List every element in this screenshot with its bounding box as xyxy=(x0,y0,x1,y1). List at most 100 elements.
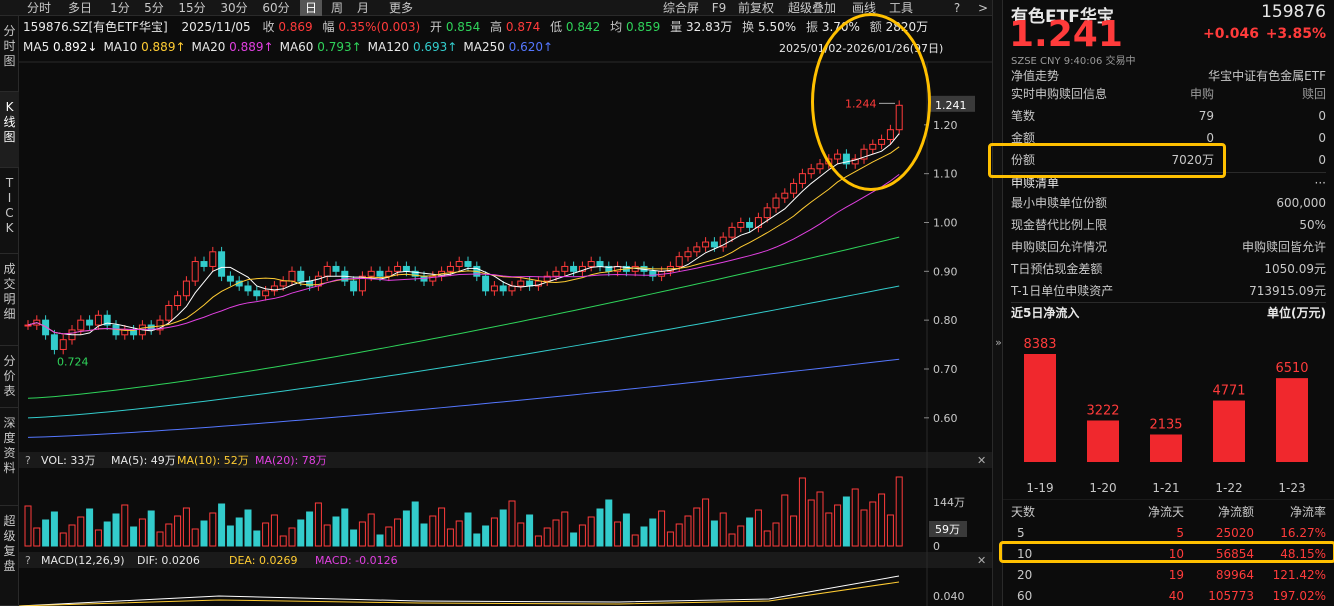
flow-table-header: 天数 净流天 净流额 净流率 xyxy=(1011,505,1326,519)
flow-category-0: 1-19 xyxy=(1026,481,1053,495)
sub-row-0: 笔数 79 0 xyxy=(1011,109,1326,123)
chg-label: 幅 xyxy=(322,20,335,34)
flow-category-3: 1-22 xyxy=(1215,481,1242,495)
macd-label: MACD(12,26,9) xyxy=(41,554,125,567)
red-col: 赎回 xyxy=(1301,87,1326,101)
list-row-3: T日预估现金差额 1050.09元 xyxy=(1011,262,1326,276)
price-tick-3: 0.90 xyxy=(933,265,958,278)
code-name: 159876.SZ[有色ETF华宝] xyxy=(23,20,168,34)
period-tab-4[interactable]: 15分 xyxy=(178,1,206,15)
sub-col: 申购 xyxy=(1189,87,1214,101)
sub-header: 实时申购赎回信息 申购 赎回 xyxy=(1011,84,1326,104)
list-row-1: 现金替代比例上限 50% xyxy=(1011,218,1326,232)
kline-chart[interactable]: 1.201.101.000.900.800.700.601.2411.2440.… xyxy=(19,16,992,606)
quote-date: 2025/11/05 xyxy=(181,20,251,34)
next-icon[interactable]: > xyxy=(977,1,989,15)
avg-label: 均 xyxy=(610,20,623,34)
amp-label: 振 xyxy=(805,20,818,34)
flow-row-1: 10 10 56854 48.15% xyxy=(1017,547,1326,561)
price-tick-5: 0.70 xyxy=(933,363,958,376)
flow-title: 近5日净流入 xyxy=(1011,306,1080,320)
panel-collapse-bar[interactable]: » xyxy=(992,0,1003,606)
flow-bar-0 xyxy=(1024,354,1056,462)
period-tab-9[interactable]: 月 xyxy=(356,1,369,15)
turnover-value: 5.50% xyxy=(758,20,797,34)
flow-row-2: 20 19 89964 121.42% xyxy=(1017,568,1326,582)
close-label: 收 xyxy=(262,20,275,34)
close-value: 0.869 xyxy=(278,20,313,34)
period-toolbar: 分时 多日 1分 5分 15分 30分 60分日周月 更多 综合屏 F9 前复权 超级叠加 画线 工具? > xyxy=(0,0,992,16)
exchange-meta: SZSE CNY 9:40:06 交易中 xyxy=(1011,56,1136,67)
period-tab-2[interactable]: 1分 xyxy=(110,1,130,15)
ma-legend-ma20: MA20 0.889↑ xyxy=(191,40,274,54)
toolbar-btn-0[interactable]: 综合屏 xyxy=(662,1,699,15)
open-label: 开 xyxy=(430,20,443,34)
flow-bar-3 xyxy=(1213,400,1245,462)
list-row-0: 最小申赎单位份额 600,000 xyxy=(1011,196,1326,210)
turnover-label: 换 xyxy=(742,20,755,34)
ma-legend-ma5: MA5 0.892↓ xyxy=(23,40,98,54)
open-value: 0.854 xyxy=(445,20,481,34)
high-value: 0.874 xyxy=(505,20,541,34)
chg-value: 0.35%(0.003) xyxy=(338,20,421,34)
period-tab-1[interactable]: 多日 xyxy=(67,1,92,15)
vol-header-bar xyxy=(19,452,992,468)
price-pct: +3.85% xyxy=(1265,26,1326,42)
macd-value: MACD: -0.0126 xyxy=(315,554,398,567)
period-tab-0[interactable]: 分时 xyxy=(26,1,51,15)
macd-tick: 0.040 xyxy=(933,590,965,603)
flow-bar-4 xyxy=(1276,378,1308,462)
toolbar-btn-5[interactable]: 工具 xyxy=(888,1,913,15)
ma-legend-ma250: MA250 0.620↑ xyxy=(463,40,554,54)
help-icon[interactable]: ? xyxy=(953,1,961,15)
toolbar-btn-4[interactable]: 画线 xyxy=(851,1,876,15)
low-value: 0.842 xyxy=(565,20,601,34)
security-name: 有色ETF华宝 xyxy=(1011,7,1114,27)
ma-legend: MA5 0.892↓ MA10 0.889↑ MA20 0.889↑ MA60 0.7… xyxy=(23,40,559,54)
period-tab-7[interactable]: 日 xyxy=(300,0,322,16)
vol-ma5: MA(5): 49万 xyxy=(111,454,176,467)
toolbar-btn-1[interactable]: F9 xyxy=(711,1,727,15)
ma-legend-ma10: MA10 0.889↑ xyxy=(103,40,186,54)
list-row-2: 申购赎回允许情况 申购赎回皆允许 xyxy=(1011,240,1326,254)
price-change: +0.046 xyxy=(1203,26,1260,42)
nav-item-4[interactable]: 分 价 表 xyxy=(0,346,19,408)
period-tab-5[interactable]: 30分 xyxy=(220,1,248,15)
price-tick-6: 0.60 xyxy=(933,412,958,425)
toolbar-btn-3[interactable]: 超级叠加 xyxy=(787,1,836,15)
ma-legend-ma120: MA120 0.693↑ xyxy=(367,40,458,54)
high-label: 高 xyxy=(490,20,503,34)
expand-icon[interactable]: » xyxy=(995,336,1002,349)
period-tab-8[interactable]: 周 xyxy=(330,1,343,15)
nav-item-1[interactable]: K 线 图 xyxy=(0,92,19,168)
nav-item-6[interactable]: 超 级 复 盘 xyxy=(0,506,19,606)
nav-item-2[interactable]: T I C K xyxy=(0,168,19,254)
low-marker: 0.724 xyxy=(57,355,89,368)
macd-dif: DIF: 0.0206 xyxy=(137,554,200,567)
macd-dea: DEA: 0.0269 xyxy=(229,554,297,567)
price-tick-4: 0.80 xyxy=(933,314,958,327)
flow-value-1: 3222 xyxy=(1086,403,1119,418)
flow-category-1: 1-20 xyxy=(1089,481,1116,495)
vol-value: 32.83万 xyxy=(685,20,733,34)
nav-item-3[interactable]: 成 交 明 细 xyxy=(0,254,19,346)
low-label: 低 xyxy=(550,20,563,34)
nav-item-0[interactable]: 分 时 图 xyxy=(0,16,19,92)
sub-row-2: 份额 7020万 0 xyxy=(1011,153,1326,167)
flow-value-4: 6510 xyxy=(1275,361,1308,376)
flow-row-0: 5 5 25020 16.27% xyxy=(1017,526,1326,540)
more-icon[interactable]: ··· xyxy=(1314,176,1326,190)
nav-row[interactable]: 净值走势 华宝中证有色金属ETF xyxy=(1011,66,1326,86)
toolbar-btn-2[interactable]: 前复权 xyxy=(737,1,774,15)
vol-label: 量 xyxy=(670,20,683,34)
flow-value-3: 4771 xyxy=(1212,384,1245,399)
nav-item-5[interactable]: 深 度 资 料 xyxy=(0,408,19,506)
period-tab-10[interactable]: 更多 xyxy=(388,1,413,15)
list-header: 申赎清单 ··· xyxy=(1011,172,1326,192)
flow-value-0: 8383 xyxy=(1023,337,1056,352)
list-row-4: T-1日单位申赎资产 713915.09元 xyxy=(1011,284,1326,298)
ma-legend-ma60: MA60 0.793↑ xyxy=(279,40,362,54)
macd-close-icon: ✕ xyxy=(977,554,986,567)
period-tab-3[interactable]: 5分 xyxy=(144,1,164,15)
period-tab-6[interactable]: 60分 xyxy=(262,1,290,15)
